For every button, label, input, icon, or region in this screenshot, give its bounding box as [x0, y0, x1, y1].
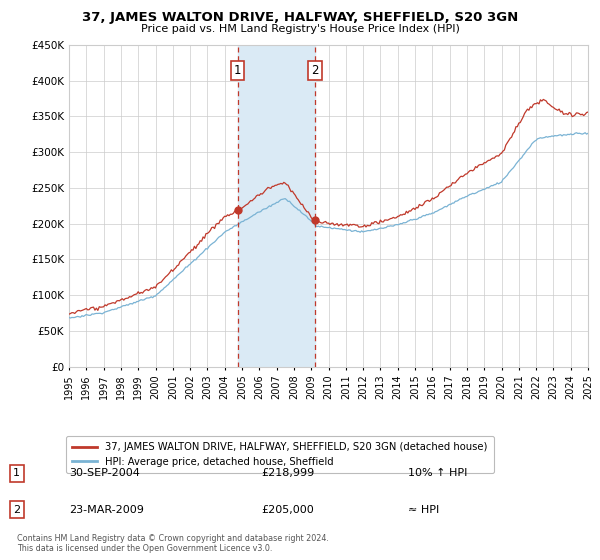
Text: 23-MAR-2009: 23-MAR-2009: [69, 505, 144, 515]
Text: £205,000: £205,000: [261, 505, 314, 515]
Text: 10% ↑ HPI: 10% ↑ HPI: [408, 468, 467, 478]
Text: 1: 1: [234, 64, 241, 77]
Bar: [238, 45, 315, 367]
Text: 1: 1: [13, 468, 20, 478]
Text: ≈ HPI: ≈ HPI: [408, 505, 439, 515]
Text: 30-SEP-2004: 30-SEP-2004: [69, 468, 140, 478]
Text: 2: 2: [13, 505, 20, 515]
Text: Price paid vs. HM Land Registry's House Price Index (HPI): Price paid vs. HM Land Registry's House …: [140, 24, 460, 34]
Text: Contains HM Land Registry data © Crown copyright and database right 2024.
This d: Contains HM Land Registry data © Crown c…: [17, 534, 329, 553]
Text: 37, JAMES WALTON DRIVE, HALFWAY, SHEFFIELD, S20 3GN: 37, JAMES WALTON DRIVE, HALFWAY, SHEFFIE…: [82, 11, 518, 24]
Text: 2: 2: [311, 64, 319, 77]
Legend: 37, JAMES WALTON DRIVE, HALFWAY, SHEFFIELD, S20 3GN (detached house), HPI: Avera: 37, JAMES WALTON DRIVE, HALFWAY, SHEFFIE…: [67, 436, 494, 473]
Text: £218,999: £218,999: [261, 468, 314, 478]
